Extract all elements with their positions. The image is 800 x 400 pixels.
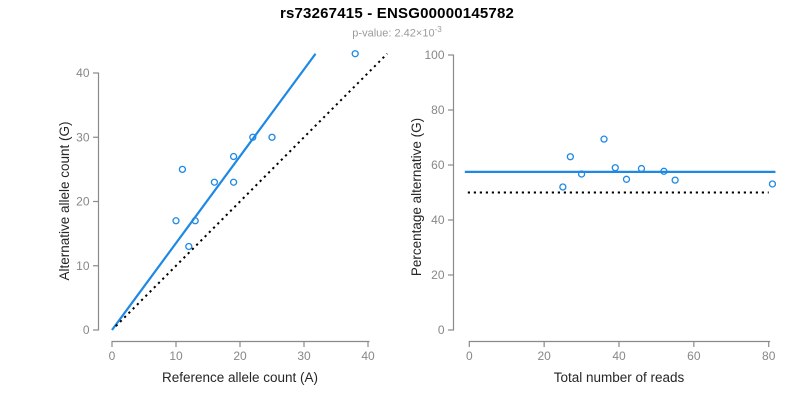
pvalue-text: p-value: 2.42×10 (352, 27, 435, 40)
data-point (210, 178, 219, 186)
x-tick-label: 20 (537, 349, 551, 363)
figure-header: rs73267415 - ENSG00000145782 p-value: 2.… (0, 0, 794, 40)
data-point (249, 133, 257, 141)
x-tick-label: 30 (297, 349, 311, 363)
data-point (671, 176, 679, 184)
data-point (178, 165, 187, 174)
y-tick-label: 20 (76, 195, 90, 209)
x-tick-label: 40 (612, 349, 626, 363)
y-tick-label: 20 (431, 268, 445, 282)
figure-title: rs73267415 - ENSG00000145782 (279, 5, 515, 22)
y-tick-label: 100 (424, 48, 444, 62)
y-axis-title: Percentage alternative (G) (409, 118, 424, 276)
x-axis-title: Total number of reads (554, 370, 685, 385)
y-tick-label: 40 (431, 213, 445, 227)
y-tick-label: 40 (76, 66, 90, 80)
data-point (611, 164, 619, 172)
data-point (566, 153, 574, 161)
data-point (191, 217, 199, 225)
data-point (622, 175, 631, 183)
data-point (600, 135, 608, 143)
data-point (768, 180, 777, 188)
x-tick-label: 0 (466, 349, 473, 363)
x-tick-label: 60 (687, 349, 701, 363)
identity-line (115, 53, 388, 327)
x-tick-label: 0 (109, 349, 116, 363)
x-tick-label: 20 (233, 349, 247, 363)
x-tick-label: 40 (361, 349, 375, 363)
y-tick-label: 10 (76, 259, 90, 273)
data-point (559, 183, 567, 191)
data-point (268, 133, 276, 141)
data-point (577, 170, 586, 178)
data-point (172, 217, 180, 225)
x-tick-label: 10 (169, 349, 183, 363)
data-point (637, 164, 646, 173)
data-point (185, 242, 193, 251)
data-point (351, 50, 359, 58)
data-point (229, 152, 238, 161)
panel-right: 0 20 40 60 80 Total number of reads 0 20 40 60 80 1… (409, 48, 777, 385)
y-tick-label: 60 (431, 158, 445, 172)
x-tick-label: 80 (762, 349, 776, 363)
data-point (660, 167, 668, 175)
y-tick-label: 0 (438, 323, 445, 337)
pvalue-exponent: -3 (434, 25, 442, 34)
figure-subtitle: p-value: 2.42×10-3 (0, 25, 794, 40)
y-axis-title: Alternative allele count (G) (57, 121, 72, 280)
x-axis-title: Reference allele count (A) (162, 370, 318, 385)
y-tick-label: 30 (76, 130, 90, 144)
data-point (229, 178, 238, 186)
y-tick-label: 0 (83, 323, 90, 337)
fit-line (111, 53, 317, 331)
panel-left: 0 10 20 30 40 Reference allele count (A) 0 10 20… (57, 50, 388, 385)
y-tick-label: 80 (431, 103, 445, 117)
